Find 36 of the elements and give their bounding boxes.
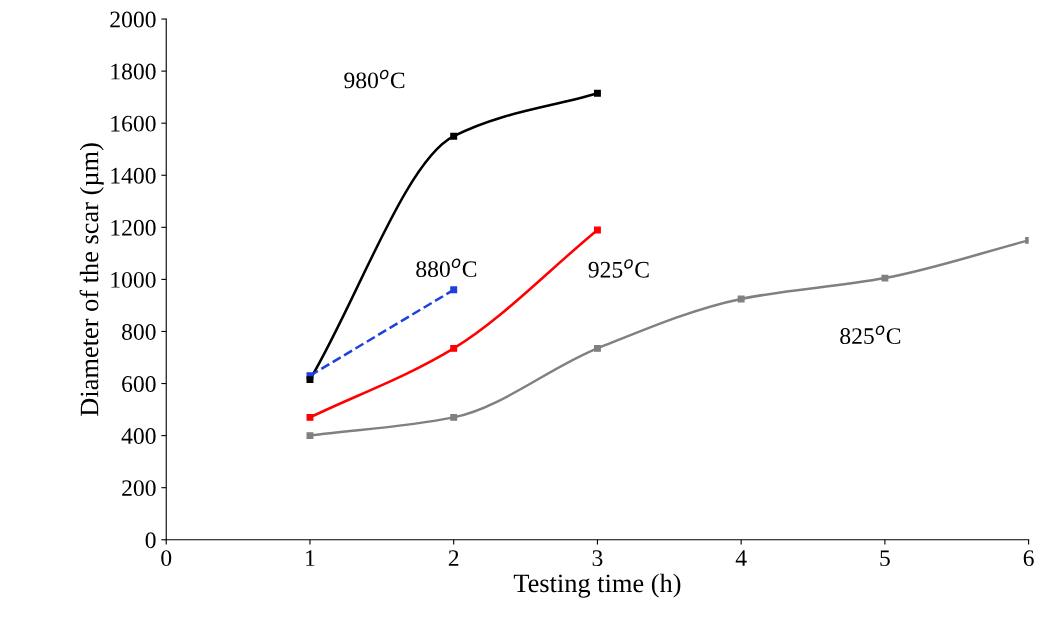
point: [306, 376, 314, 384]
point: [737, 295, 745, 303]
y-tick-label: 400: [121, 428, 156, 445]
series-label: 925$^{o}$C: [588, 259, 649, 278]
text: 980$^{o}$C: [344, 69, 405, 89]
point: [306, 413, 314, 421]
point: [593, 89, 601, 97]
x-axis-title: Testing time (h): [513, 573, 681, 598]
y-tick-label: 200: [122, 480, 156, 497]
x-tick-label: 1: [306, 550, 315, 566]
y-tick-label: 800: [122, 323, 156, 340]
series-label: 825$^{o}$C: [840, 325, 901, 345]
x-tick-label: 2: [448, 550, 459, 566]
series-label: 880$^{o}$C: [416, 258, 477, 278]
y-tick-label: 1400: [111, 167, 156, 184]
y-tick-label: 1600: [111, 115, 156, 132]
y-tick-label: 600: [122, 376, 156, 392]
point: [593, 226, 601, 234]
x-tick-label: 5: [880, 550, 890, 567]
x-tick-label: 4: [735, 550, 747, 566]
x-tick-label: 0: [161, 550, 172, 567]
y-axis-title: Diameter of the scar (µm): [79, 143, 104, 416]
y-tick-label: 1200: [111, 219, 156, 236]
x-tick-label: 6: [1023, 550, 1034, 567]
x-tick-label: 3: [592, 550, 603, 567]
point: [593, 344, 601, 352]
point: [306, 432, 314, 440]
point: [881, 274, 889, 282]
y-tick-label: 1000: [111, 271, 156, 288]
point: [450, 132, 458, 140]
y-tick-label: 1800: [111, 63, 156, 80]
point: [450, 413, 458, 421]
point: [450, 286, 458, 294]
y-tick-label: 0: [145, 532, 156, 549]
point: [450, 344, 458, 352]
y-tick-label: 2000: [110, 11, 156, 28]
